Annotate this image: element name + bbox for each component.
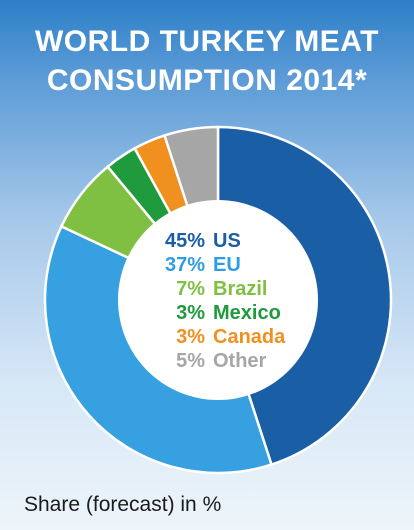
slice-name-label-eu: EU — [213, 254, 241, 276]
chart-title: WORLD TURKEY MEAT CONSUMPTION 2014* — [0, 22, 414, 100]
slice-value-label-canada: 3% — [176, 326, 205, 348]
chart-title-line-2: CONSUMPTION 2014* — [46, 64, 368, 97]
chart-title-line-1: WORLD TURKEY MEAT — [34, 25, 380, 58]
slice-name-label-mexico: Mexico — [213, 302, 281, 324]
slice-name-label-canada: Canada — [213, 326, 286, 348]
footnote: Share (forecast) in % — [24, 493, 222, 516]
donut-hole — [118, 200, 318, 400]
slice-value-label-other: 5% — [176, 350, 205, 372]
slice-value-label-eu: 37% — [165, 254, 205, 276]
slice-value-label-mexico: 3% — [176, 302, 205, 324]
slice-value-label-brazil: 7% — [176, 278, 205, 300]
slice-name-label-us: US — [213, 230, 241, 252]
slice-labels: 45% US 37% EU 7% Brazil 3% Mexico 3% Canada 5% Othe… — [165, 230, 286, 372]
slice-value-label-us: 45% — [165, 230, 205, 252]
slice-name-label-other: Other — [213, 350, 267, 372]
slice-name-label-brazil: Brazil — [213, 278, 267, 300]
